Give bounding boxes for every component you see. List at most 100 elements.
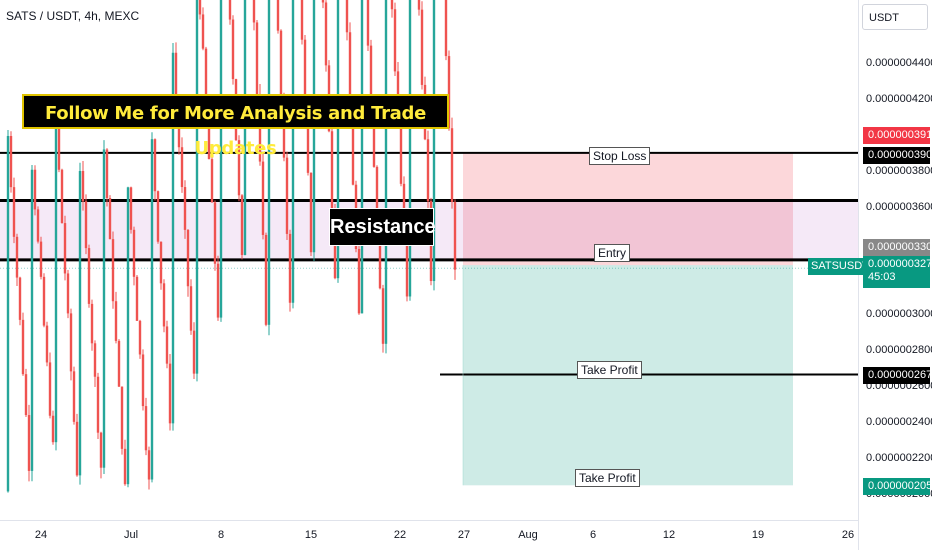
- candle-body: [84, 201, 88, 249]
- candle-body: [291, 0, 295, 303]
- candle-body: [198, 0, 202, 15]
- promo-banner: Follow Me for More Analysis and Trade Up…: [22, 94, 449, 159]
- candle-body: [12, 187, 16, 237]
- candle-body: [90, 303, 94, 344]
- candle-body: [174, 52, 178, 100]
- x-tick-label: 8: [217, 529, 225, 541]
- candle-body: [285, 157, 289, 234]
- candle-body: [189, 286, 193, 331]
- candle-body: [330, 131, 334, 211]
- resistance-price-tag: 0.0000003309: [863, 239, 932, 256]
- candle-body: [135, 276, 139, 321]
- candle-body: [306, 105, 310, 173]
- candle-body: [264, 234, 268, 325]
- x-tick-label: 15: [304, 529, 318, 541]
- candle-body: [432, 0, 436, 282]
- candle-body: [216, 263, 220, 318]
- last-price-value: 0.0000003279: [868, 258, 932, 270]
- candle-body: [213, 202, 217, 264]
- candle-body: [15, 236, 19, 278]
- candle-body: [321, 0, 325, 3]
- candle-body: [366, 0, 370, 46]
- symbol-title: SATS / USDT, 4h, MEXC: [6, 9, 140, 23]
- candle-body: [51, 415, 55, 443]
- last-price-tag: 0.0000003279 45:03: [863, 256, 932, 288]
- take-profit-2-label: Take Profit: [575, 469, 640, 487]
- candle-body: [207, 105, 211, 160]
- candle-body: [183, 187, 187, 230]
- candle-body: [57, 120, 61, 170]
- x-tick-label: Aug: [518, 529, 538, 541]
- candle-body: [240, 195, 244, 255]
- candle-body: [384, 0, 388, 344]
- candle-body: [393, 9, 397, 72]
- candle-body: [150, 139, 154, 480]
- candle-body: [138, 320, 142, 355]
- take-profit-1-price-tag: 0.0000002671: [863, 367, 932, 384]
- y-tick-label: 0.0000002200: [866, 452, 932, 465]
- candle-body: [9, 136, 13, 188]
- candle-body: [231, 19, 235, 80]
- candle-body: [69, 313, 73, 372]
- stop-loss-price-tag: 0.0000003905: [863, 147, 932, 164]
- candle-body: [195, 0, 199, 374]
- candle-body: [450, 128, 454, 202]
- x-tick-label: 22: [393, 529, 407, 541]
- candle-body: [144, 406, 148, 451]
- candle-body: [30, 169, 34, 471]
- candle-body: [357, 249, 361, 314]
- countdown-value: 45:03: [868, 271, 896, 283]
- candle-body: [36, 209, 40, 242]
- candle-body: [27, 415, 31, 471]
- candle-body: [390, 0, 394, 10]
- candle-body: [237, 140, 241, 196]
- candle-body: [309, 172, 313, 253]
- y-tick-label: 0.0000003800: [866, 164, 932, 177]
- candle-body: [33, 169, 37, 210]
- y-tick-label: 0.0000003600: [866, 200, 932, 213]
- candle-body: [75, 421, 79, 476]
- candle-body: [66, 273, 70, 314]
- candle-body: [21, 319, 25, 375]
- candle-body: [165, 326, 169, 364]
- candle-body: [261, 161, 265, 235]
- candle-body: [375, 166, 379, 227]
- candle-body: [408, 0, 412, 297]
- candle-body: [114, 301, 118, 341]
- y-tick-label: 0.0000002800: [866, 344, 932, 357]
- y-tick-label: 0.0000003000: [866, 308, 932, 321]
- x-tick-label: Jul: [123, 529, 139, 541]
- candle-body: [372, 97, 376, 167]
- candle-body: [6, 136, 10, 492]
- y-tick-label: 0.0000002400: [866, 416, 932, 429]
- candle-body: [108, 198, 112, 240]
- candle-body: [54, 120, 58, 443]
- candle-body: [351, 109, 355, 185]
- candle-body: [39, 241, 43, 277]
- candle-body: [96, 376, 100, 433]
- candle-body: [78, 171, 82, 476]
- candle-body: [324, 2, 328, 66]
- candle-body: [279, 30, 283, 100]
- candle-body: [192, 330, 196, 374]
- candle-body: [168, 363, 172, 424]
- candle-body: [99, 432, 103, 468]
- candle-body: [120, 386, 124, 449]
- x-tick-label: 24: [34, 529, 48, 541]
- candle-body: [288, 233, 292, 303]
- candle-body: [381, 288, 385, 344]
- candle-body: [132, 229, 136, 277]
- candle-body: [18, 277, 22, 320]
- candle-body: [171, 52, 175, 424]
- candle-body: [60, 169, 64, 224]
- candle-body: [162, 283, 166, 327]
- candle-body: [129, 187, 133, 230]
- candle-body: [81, 171, 85, 202]
- candle-body: [228, 0, 232, 20]
- candle-body: [453, 201, 457, 270]
- currency-button[interactable]: USDT: [862, 4, 928, 30]
- candle-body: [417, 0, 421, 10]
- candle-body: [426, 139, 430, 202]
- candle-body: [267, 0, 271, 325]
